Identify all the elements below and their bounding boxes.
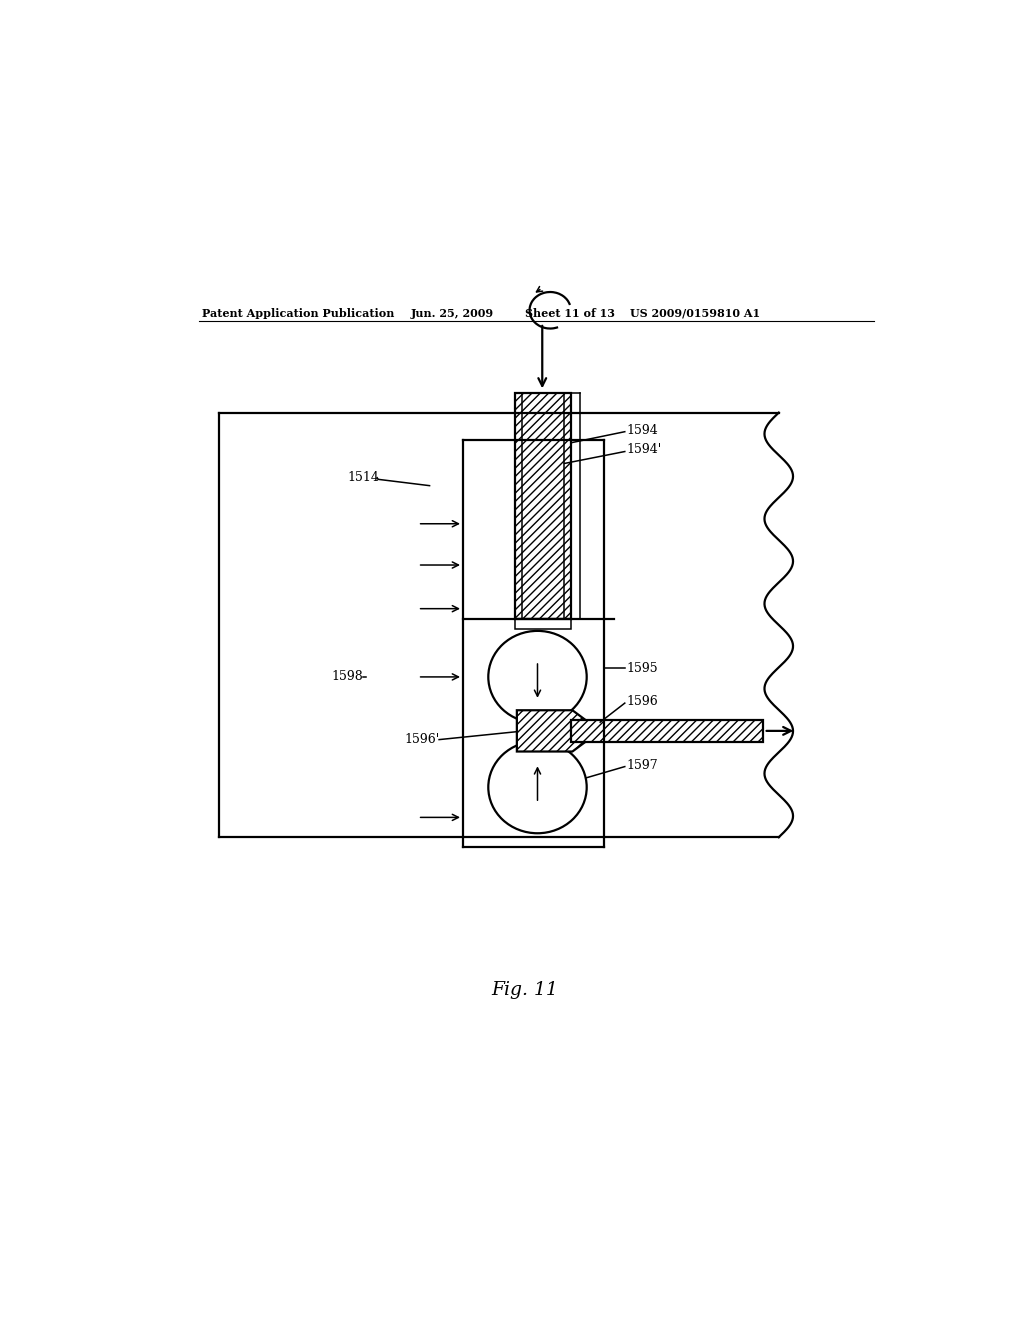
Text: 1514: 1514 <box>347 471 379 484</box>
Polygon shape <box>517 710 600 751</box>
Polygon shape <box>515 393 570 619</box>
Text: 1595: 1595 <box>627 661 658 675</box>
Text: 1598: 1598 <box>331 671 362 684</box>
Ellipse shape <box>488 742 587 833</box>
Polygon shape <box>570 719 763 742</box>
Text: Jun. 25, 2009: Jun. 25, 2009 <box>411 308 494 319</box>
Text: Patent Application Publication: Patent Application Publication <box>202 308 394 319</box>
Text: US 2009/0159810 A1: US 2009/0159810 A1 <box>630 308 760 319</box>
Text: Fig. 11: Fig. 11 <box>492 981 558 999</box>
Text: 1594': 1594' <box>627 444 662 457</box>
Text: Sheet 11 of 13: Sheet 11 of 13 <box>524 308 614 319</box>
Text: 1597: 1597 <box>627 759 658 771</box>
Text: 1596': 1596' <box>404 733 439 746</box>
Text: 1596: 1596 <box>627 696 658 708</box>
Polygon shape <box>515 619 570 628</box>
Text: 1594: 1594 <box>627 424 658 437</box>
Ellipse shape <box>488 631 587 723</box>
